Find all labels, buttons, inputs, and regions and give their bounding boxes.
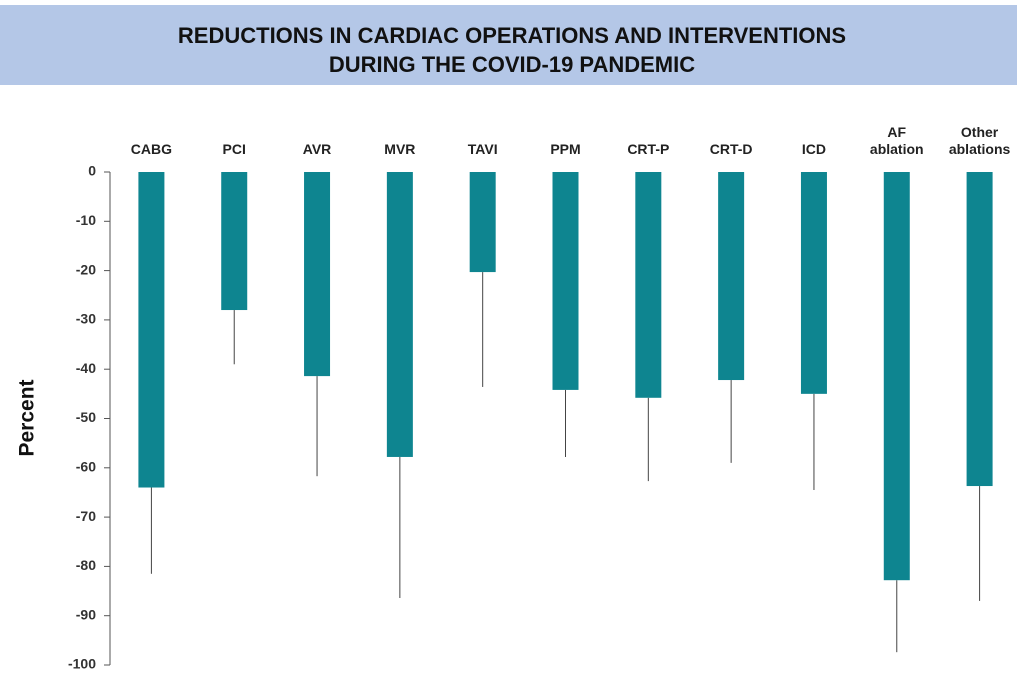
bar (304, 172, 331, 377)
y-tick-label: -10 (76, 212, 96, 228)
x-tick-label: CRT-D (709, 141, 753, 157)
bar (800, 172, 827, 394)
chart-title: REDUCTIONS IN CARDIAC OPERATIONS AND INT… (178, 23, 846, 48)
y-tick-label: -40 (76, 360, 96, 376)
bar (635, 172, 662, 398)
bar (386, 172, 413, 457)
bar (469, 172, 496, 273)
x-tick-label: TAVI (467, 141, 498, 157)
chart-title: DURING THE COVID-19 PANDEMIC (329, 52, 695, 77)
y-tick-label: -20 (76, 261, 96, 277)
y-tick-label: -80 (76, 557, 96, 573)
x-tick-label: PCI (222, 141, 246, 157)
y-axis-label: Percent (16, 379, 39, 456)
bar (966, 172, 993, 487)
y-tick-label: -90 (76, 606, 96, 622)
x-tick-label: CRT-P (627, 141, 670, 157)
x-tick-label: PPM (550, 141, 581, 157)
y-tick-label: -70 (76, 508, 96, 524)
title-band (0, 5, 1017, 85)
x-tick-label: ICD (801, 141, 827, 157)
x-tick-label: CABG (130, 141, 173, 157)
y-tick-label: -100 (68, 656, 96, 672)
x-tick-label: AF ablation (869, 124, 924, 157)
x-tick-label: Other ablations (948, 124, 1011, 157)
y-tick-label: -30 (76, 311, 96, 327)
x-tick-label: AVR (302, 141, 332, 157)
bar (221, 172, 248, 311)
x-tick-label: MVR (384, 141, 416, 157)
bar (883, 172, 910, 581)
bar (718, 172, 745, 381)
y-tick-label: -50 (76, 409, 96, 425)
bar (138, 172, 165, 488)
y-tick-label: 0 (88, 163, 96, 179)
bar (552, 172, 579, 390)
y-tick-label: -60 (76, 459, 96, 475)
